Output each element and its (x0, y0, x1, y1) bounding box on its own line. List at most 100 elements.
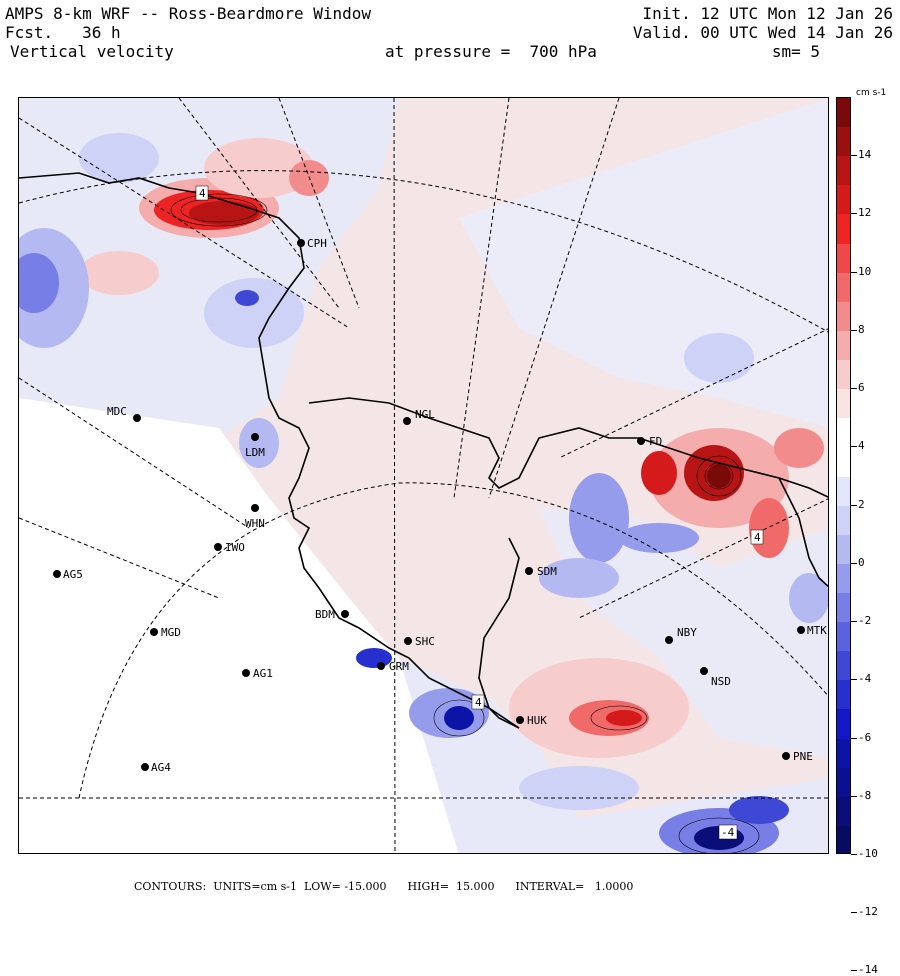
svg-text:AG5: AG5 (63, 568, 83, 581)
colorbar (836, 97, 851, 854)
station-marker[interactable]: SDM (525, 565, 557, 578)
meridian-line (278, 98, 360, 309)
colorbar-segment (837, 185, 850, 215)
descent-feature (204, 278, 304, 348)
station-marker[interactable]: BDM (315, 608, 349, 621)
meridian-line (578, 498, 828, 619)
colorbar-segment (837, 622, 850, 652)
colorbar-segment (837, 534, 850, 565)
station-marker[interactable]: NGL (403, 408, 435, 425)
descent-feature (569, 473, 629, 563)
coastline (19, 172, 828, 729)
station-marker[interactable]: IWO (214, 541, 245, 554)
map-title: AMPS 8-km WRF -- Ross-Beardmore Window (5, 4, 372, 23)
map-panel: 4 4 4 -4 CPH NGL MDC LDM FD WHN IWO AG5 … (18, 97, 829, 854)
meridian-line (488, 98, 620, 499)
svg-text:SDM: SDM (537, 565, 557, 578)
colorbar-tick (851, 213, 857, 215)
vertical-velocity-map: 4 4 4 -4 CPH NGL MDC LDM FD WHN IWO AG5 … (19, 98, 828, 853)
station-marker[interactable]: NBY (665, 626, 697, 644)
svg-text:MGD: MGD (161, 626, 181, 639)
station-marker[interactable]: SHC (404, 635, 435, 648)
colorbar-segment (837, 98, 850, 128)
station-marker[interactable]: AG5 (53, 568, 83, 581)
svg-text:AG4: AG4 (151, 761, 171, 774)
colorbar-segment (837, 738, 850, 769)
svg-text:FD: FD (649, 435, 662, 448)
svg-text:HUK: HUK (527, 714, 547, 727)
svg-text:NSD: NSD (711, 675, 731, 688)
contour-label-box (471, 694, 485, 710)
colorbar-segment (837, 447, 850, 477)
contour-label: 4 (754, 531, 761, 544)
station-marker[interactable]: AG4 (141, 761, 171, 774)
colorbar-tick (851, 388, 857, 390)
colorbar-label: 6 (858, 381, 865, 395)
station-marker[interactable]: MDC (107, 405, 141, 422)
ascent-feature (641, 451, 677, 495)
colorbar-segment (837, 360, 850, 390)
ascent-feature (79, 251, 159, 295)
descent-feature (789, 573, 828, 623)
station-marker[interactable]: MTK (797, 624, 827, 637)
field-name: Vertical velocity (10, 42, 174, 61)
colorbar-label: -2 (858, 614, 872, 628)
colorbar-tick (851, 854, 857, 855)
colorbar-tick (851, 329, 857, 331)
svg-text:WHN: WHN (245, 517, 265, 530)
init-time: Init. 12 UTC Mon 12 Jan 26 (642, 4, 893, 23)
ascent-feature (749, 498, 789, 558)
colorbar-segment (837, 127, 850, 157)
ascent-feature (707, 464, 731, 488)
forecast-hour: Fcst. 36 h (5, 23, 121, 42)
ascent-feature (774, 428, 824, 468)
weak-descent-area (399, 658, 828, 853)
colorbar-segment (837, 651, 850, 681)
colorbar-units: cm s-1 (856, 88, 887, 98)
colorbar-segment (837, 825, 850, 853)
colorbar-tick (851, 271, 857, 273)
colorbar-segment (837, 767, 850, 798)
meridian-line (19, 377, 250, 529)
colorbar-label: -12 (858, 905, 878, 919)
meridian-line (453, 98, 510, 499)
contour-info: CONTOURS: UNITS=cm s-1 LOW= -15.000 HIGH… (134, 880, 634, 893)
colorbar-label: -10 (858, 847, 878, 860)
station-marker[interactable]: AG1 (242, 667, 273, 680)
colorbar-tick (851, 912, 857, 914)
colorbar-tick (851, 795, 857, 797)
colorbar-segment (837, 272, 850, 303)
colorbar-segment (837, 214, 850, 245)
station-marker[interactable]: FD (637, 435, 662, 448)
station-marker[interactable]: NSD (700, 667, 731, 688)
station-marker[interactable]: HUK (516, 714, 547, 727)
descent-feature (444, 706, 474, 730)
meridian-line (19, 517, 220, 599)
colorbar-segment (837, 301, 850, 332)
colorbar-label: 12 (858, 206, 872, 220)
station-marker[interactable]: CPH (297, 237, 327, 250)
svg-text:AG1: AG1 (253, 667, 273, 680)
svg-text:MDC: MDC (107, 405, 127, 418)
station-marker[interactable]: PNE (782, 750, 813, 763)
ascent-feature (189, 201, 259, 225)
colorbar-label: -14 (858, 963, 878, 976)
colorbar-label: 4 (858, 439, 865, 453)
station-marker[interactable]: WHN (245, 504, 265, 530)
station-marker[interactable]: LDM (245, 433, 265, 459)
svg-text:GRM: GRM (389, 660, 409, 673)
descent-feature (519, 766, 639, 810)
descent-feature (19, 253, 59, 313)
descent-feature (684, 333, 754, 383)
colorbar-segment (837, 418, 850, 448)
colorbar-segment (837, 156, 850, 186)
contour-label-box (750, 529, 764, 545)
station-marker[interactable]: GRM (377, 660, 409, 673)
ascent-feature (204, 138, 314, 198)
svg-text:MTK: MTK (807, 624, 827, 637)
descent-feature (356, 648, 392, 668)
station-marker[interactable]: MGD (150, 626, 181, 639)
contour-label: 4 (199, 187, 206, 200)
station-layer: CPH NGL MDC LDM FD WHN IWO AG5 SDM BDM M… (53, 237, 827, 774)
colorbar-segment (837, 243, 850, 274)
